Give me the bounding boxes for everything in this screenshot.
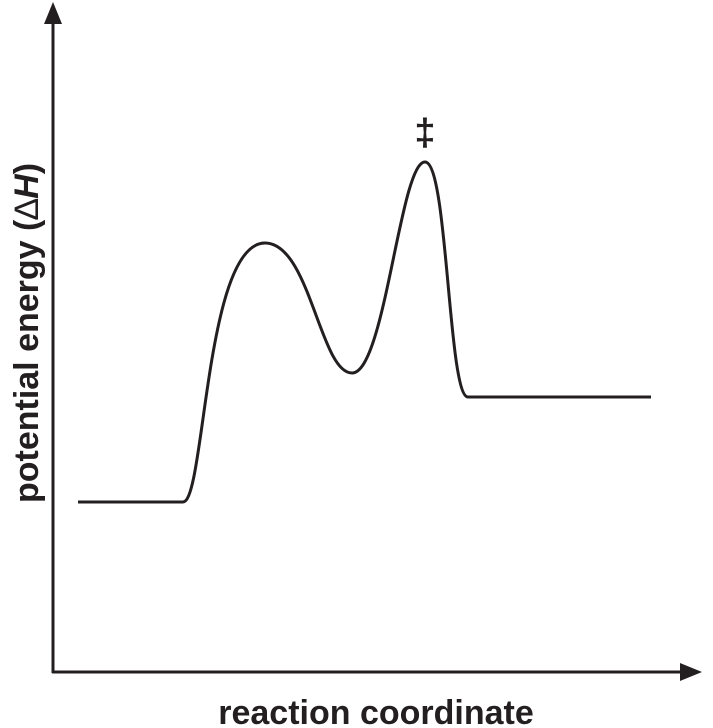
y-label-variable: H xyxy=(8,173,46,199)
y-label-text: potential energy ( xyxy=(8,219,46,503)
y-axis-label: potential energy (∆H) xyxy=(8,163,46,503)
y-label-symbol: ∆ xyxy=(8,199,46,220)
transition-state-mark: ‡ xyxy=(414,112,435,154)
y-label-close: ) xyxy=(8,163,46,174)
x-axis-label: reaction coordinate xyxy=(218,694,534,728)
energy-curve xyxy=(78,160,651,504)
y-axis-arrowhead xyxy=(44,2,62,24)
x-axis-arrowhead xyxy=(680,663,702,681)
